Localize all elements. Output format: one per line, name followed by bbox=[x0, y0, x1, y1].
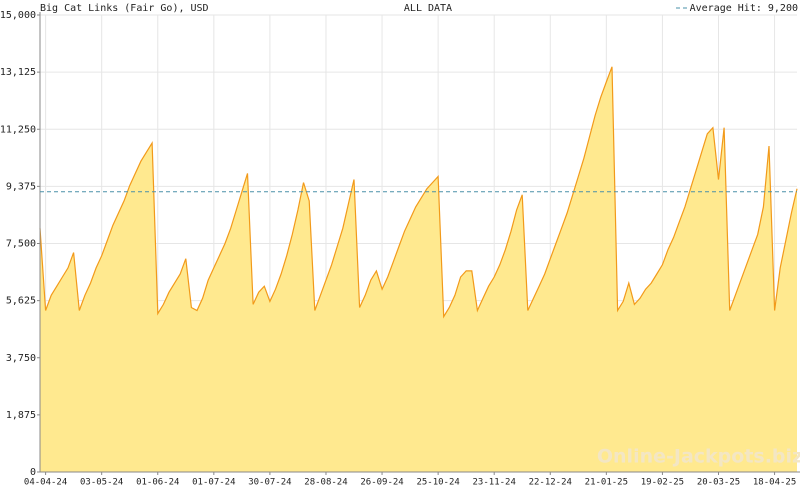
area-line bbox=[39, 66, 798, 319]
y-tick-label: 3,750 bbox=[6, 353, 36, 364]
x-tick-label: 20-03-25 bbox=[697, 478, 740, 488]
chart-title: Big Cat Links (Fair Go), USD bbox=[40, 3, 209, 14]
x-tick-label: 26-09-24 bbox=[360, 478, 403, 488]
x-tick-label: 28-08-24 bbox=[304, 478, 347, 488]
x-tick-label: 03-05-24 bbox=[80, 478, 123, 488]
x-tick-label: 21-01-25 bbox=[585, 478, 628, 488]
x-tick-label: 22-12-24 bbox=[529, 478, 572, 488]
x-tick-label: 01-06-24 bbox=[136, 478, 179, 488]
y-tick-label: 9,375 bbox=[6, 181, 36, 192]
x-tick-label: 01-07-24 bbox=[192, 478, 235, 488]
chart-subtitle: ALL DATA bbox=[404, 3, 452, 14]
y-tick-label: 7,500 bbox=[6, 239, 36, 250]
x-tick-label: 23-11-24 bbox=[473, 478, 516, 488]
watermark: Online-Jackpots.biz bbox=[597, 446, 800, 468]
y-tick-label: 15,000 bbox=[0, 10, 36, 21]
y-tick-label: 13,125 bbox=[0, 67, 36, 78]
y-tick-label: 5,625 bbox=[6, 296, 36, 307]
y-tick-label: 11,250 bbox=[0, 124, 36, 135]
x-tick-label: 19-02-25 bbox=[641, 478, 684, 488]
x-tick-label: 25-10-24 bbox=[416, 478, 459, 488]
area-fill bbox=[40, 66, 797, 473]
x-tick-label: 18-04-25 bbox=[753, 478, 796, 488]
legend-label: Average Hit: 9,200 bbox=[690, 3, 798, 14]
x-tick-label: 04-04-24 bbox=[24, 478, 67, 488]
y-tick-label: 1,875 bbox=[6, 410, 36, 421]
y-tick-label: 0 bbox=[30, 467, 36, 478]
x-tick-label: 30-07-24 bbox=[248, 478, 291, 488]
